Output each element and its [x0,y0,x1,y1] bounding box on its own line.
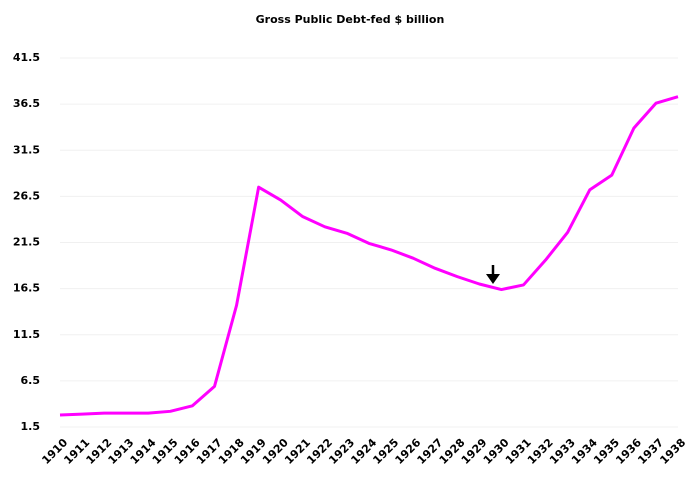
y-tick-label: 11.5 [13,328,40,341]
annotation-arrow [486,265,500,284]
y-tick-label: 26.5 [13,189,40,202]
y-tick-label: 36.5 [13,97,40,110]
y-tick-label: 31.5 [13,143,40,156]
line [59,95,679,417]
y-tick-label: 41.5 [13,51,40,64]
y-tick-label: 21.5 [13,236,40,249]
x-tick-label: 1938 [657,436,688,467]
y-tick-label: 6.5 [21,374,41,387]
y-tick-label: 1.5 [21,420,41,433]
y-tick-label: 16.5 [13,282,40,295]
chart-title: Gross Public Debt-fed $ billion [256,13,445,26]
